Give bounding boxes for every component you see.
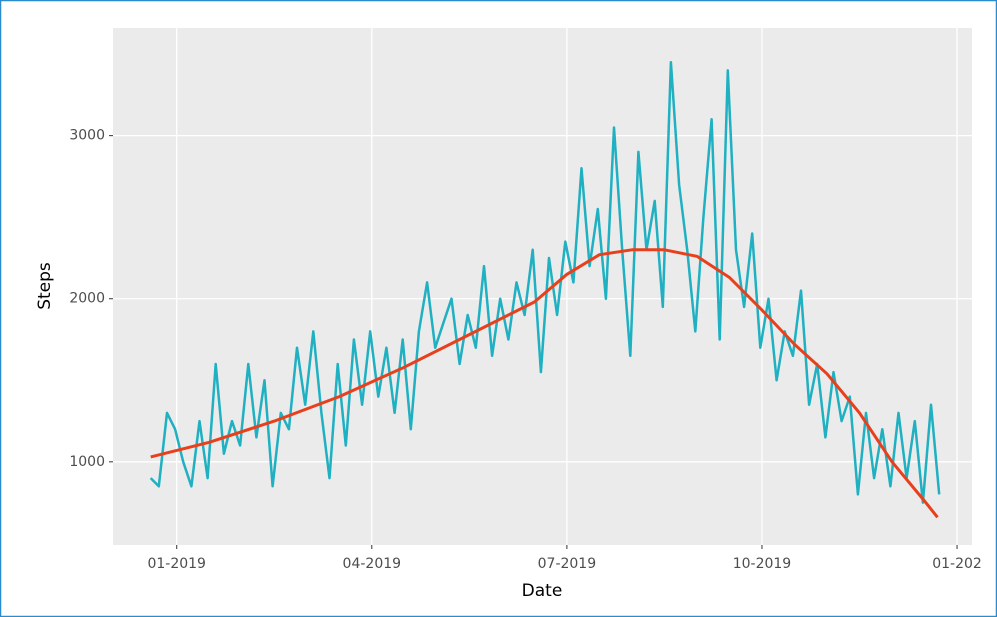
y-tick-label: 2000	[69, 291, 105, 307]
panel	[113, 28, 972, 545]
series-line	[149, 60, 941, 504]
grid	[113, 28, 972, 545]
y-tick-label: 1000	[69, 454, 105, 470]
x-tick-label: 07-2019	[538, 556, 597, 572]
marks	[149, 60, 941, 519]
x-axis-title: Date	[522, 581, 563, 601]
y-tick-label: 3000	[69, 128, 105, 144]
series-line	[150, 248, 939, 519]
x-tick-label: 04-2019	[343, 556, 402, 572]
x-tick-label: 10-2019	[733, 556, 792, 572]
y-axis-title: Steps	[35, 262, 55, 310]
x-tick-label: 01-2019	[147, 556, 206, 572]
x-tick-label: 01-202	[932, 556, 982, 572]
